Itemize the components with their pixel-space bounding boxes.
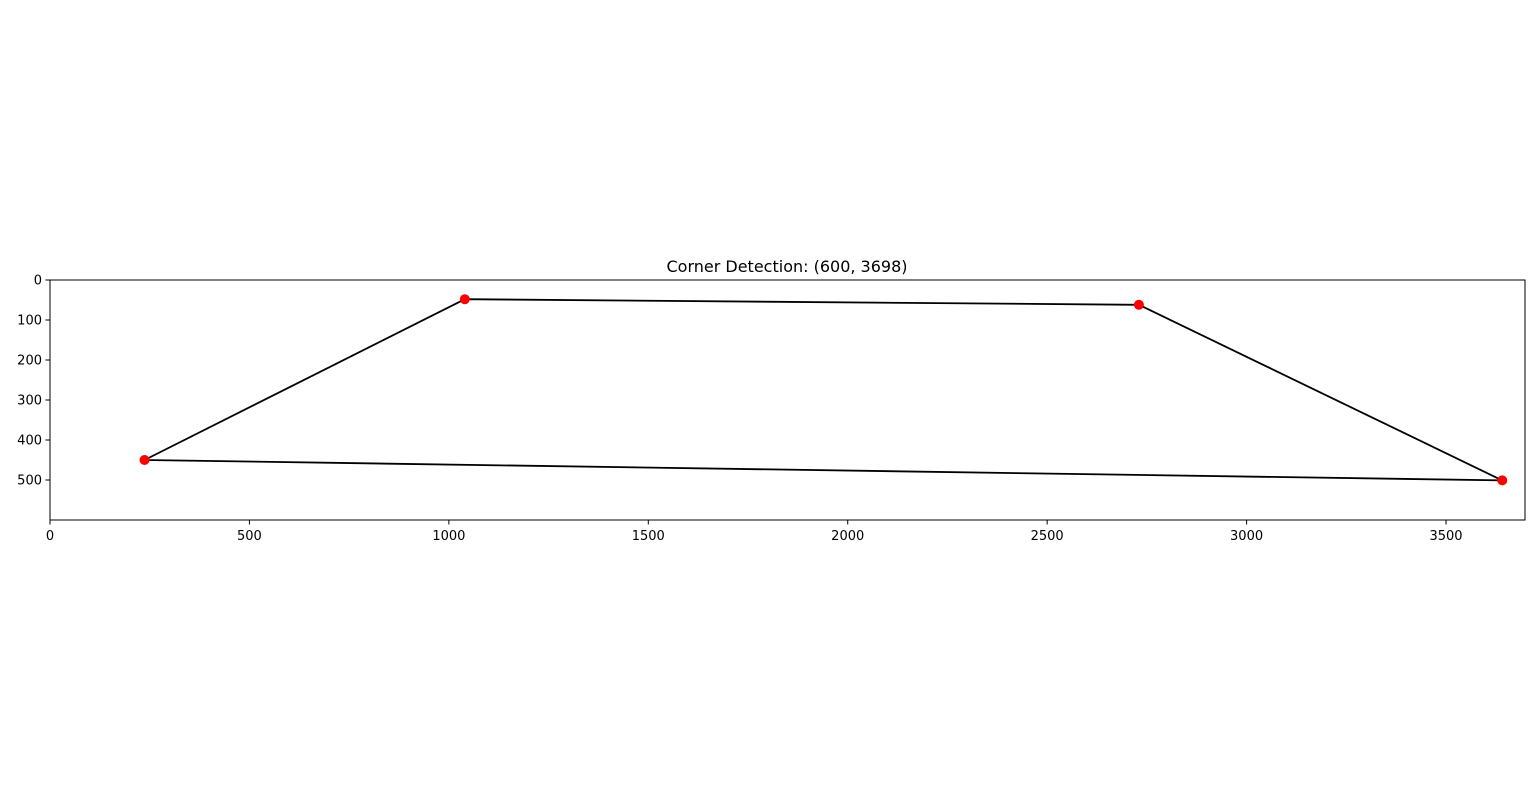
chart-title: Corner Detection: (600, 3698) bbox=[666, 257, 907, 276]
y-tick-label: 500 bbox=[17, 474, 42, 489]
corner-polygon-line bbox=[143, 298, 1504, 482]
y-tick-label: 0 bbox=[34, 274, 42, 289]
x-tick-label: 2500 bbox=[1031, 529, 1064, 544]
y-tick-label: 400 bbox=[17, 434, 42, 449]
x-tick-label: 3000 bbox=[1230, 529, 1263, 544]
x-tick-label: 1500 bbox=[632, 529, 665, 544]
x-tick-label: 1000 bbox=[432, 529, 465, 544]
x-axis: 0 500 1000 1500 2000 2500 3000 3500 bbox=[46, 520, 1463, 544]
y-tick-label: 100 bbox=[17, 314, 42, 329]
y-axis: 0 100 200 300 400 500 bbox=[17, 274, 50, 489]
x-tick-label: 500 bbox=[237, 529, 262, 544]
y-tick-label: 300 bbox=[17, 394, 42, 409]
x-tick-label: 0 bbox=[46, 529, 54, 544]
corner-point-2 bbox=[459, 294, 470, 305]
y-tick-label: 200 bbox=[17, 354, 42, 369]
corner-point-3 bbox=[1133, 299, 1144, 310]
axes-frame bbox=[49, 279, 1526, 521]
x-tick-label: 3500 bbox=[1429, 529, 1462, 544]
x-tick-label: 2000 bbox=[831, 529, 864, 544]
corner-point-1 bbox=[139, 455, 150, 465]
plot-content bbox=[139, 294, 1508, 486]
corner-point-4 bbox=[1497, 475, 1508, 486]
